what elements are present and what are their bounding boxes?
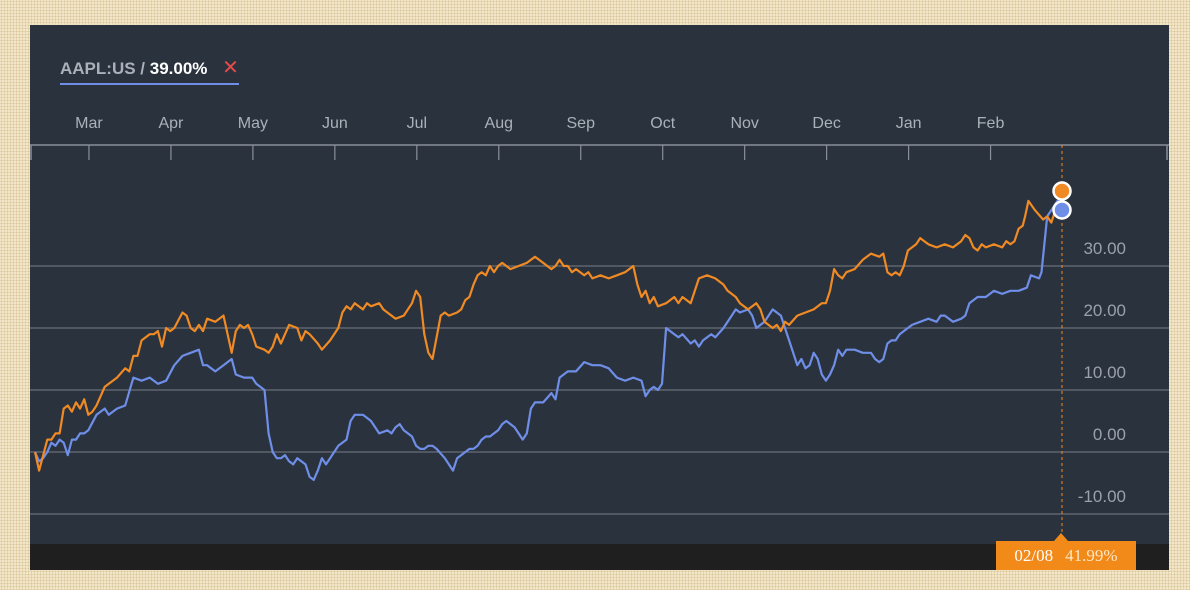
series-line-0 <box>33 194 1063 481</box>
month-label: Mar <box>75 115 103 132</box>
month-label: Aug <box>485 115 513 132</box>
chart-panel: Mar Apr May Jun Jul Aug Sep Oct Nov Dec Jan Feb 30.… <box>30 25 1169 570</box>
series-line-1 <box>33 197 1064 472</box>
badge-pointer <box>1054 533 1068 541</box>
legend-value: 39.00% <box>149 59 208 78</box>
month-label: Apr <box>158 115 184 132</box>
month-label: Jul <box>407 115 427 132</box>
month-label: Jun <box>322 115 348 132</box>
timeline-bar <box>30 544 1169 570</box>
crosshair-readout: 02/08 41.99% <box>996 541 1136 570</box>
month-label: Dec <box>812 115 840 132</box>
series-end-marker <box>1052 200 1072 220</box>
month-label: Nov <box>730 115 758 132</box>
series-end-marker <box>1052 181 1072 201</box>
month-label: May <box>238 115 268 132</box>
month-label: Sep <box>567 115 596 132</box>
y-tick-label: -10.00 <box>1078 487 1126 506</box>
line-chart: Mar Apr May Jun Jul Aug Sep Oct Nov Dec Jan Feb 30.… <box>30 115 1169 533</box>
remove-series-icon[interactable]: ✕ <box>222 57 239 79</box>
month-label: Feb <box>977 115 1005 132</box>
legend-symbol: AAPL:US <box>60 59 136 78</box>
readout-value: 41.99% <box>1065 545 1118 565</box>
month-label: Oct <box>650 115 675 132</box>
y-tick-label: 30.00 <box>1083 239 1126 258</box>
y-tick-label: 10.00 <box>1083 363 1126 382</box>
month-label: Jan <box>896 115 922 132</box>
series-end-markers <box>1052 181 1072 220</box>
legend-separator: / <box>140 59 146 78</box>
readout-date: 02/08 <box>1014 545 1054 565</box>
y-tick-label: 0.00 <box>1093 425 1126 444</box>
grid-lines <box>30 265 1169 515</box>
series-lines <box>33 194 1064 481</box>
y-axis-ticks: 30.00 20.00 10.00 0.00 -10.00 <box>1078 239 1126 506</box>
y-tick-label: 20.00 <box>1083 301 1126 320</box>
month-axis: Mar Apr May Jun Jul Aug Sep Oct Nov Dec Jan Feb <box>30 115 1169 160</box>
series-legend[interactable]: AAPL:US / 39.00% ✕ <box>60 55 239 85</box>
